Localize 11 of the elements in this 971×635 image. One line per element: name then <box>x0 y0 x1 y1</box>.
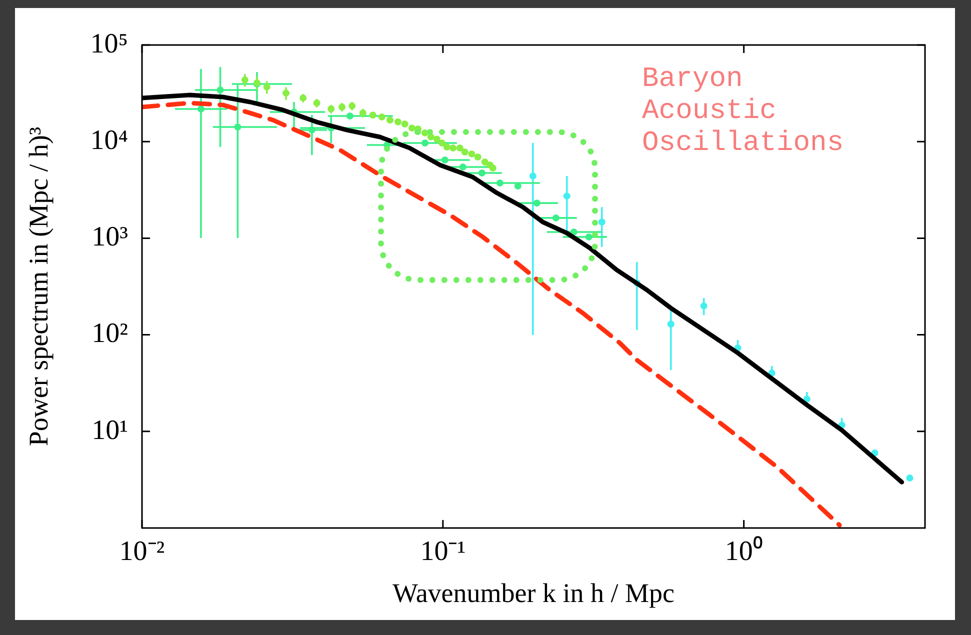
x-tick-label: 10⁻² <box>119 536 165 568</box>
y-tick-label: 10² <box>92 318 128 350</box>
y-tick-label: 10⁵ <box>90 28 128 60</box>
y-tick-label: 10³ <box>92 222 128 253</box>
x-tick-label: 10⁰ <box>724 536 763 568</box>
x-tick-label: 10⁻¹ <box>420 536 466 568</box>
annotation: Baryon Acoustic Oscillations <box>642 64 845 160</box>
y-tick-label: 10¹ <box>92 414 128 446</box>
x-axis-title: Wavenumber k in h / Mpc <box>392 578 675 608</box>
y-axis-title: Power spectrum in (Mpc / h)³ <box>23 126 54 446</box>
y-tick-label: 10⁴ <box>90 124 128 156</box>
